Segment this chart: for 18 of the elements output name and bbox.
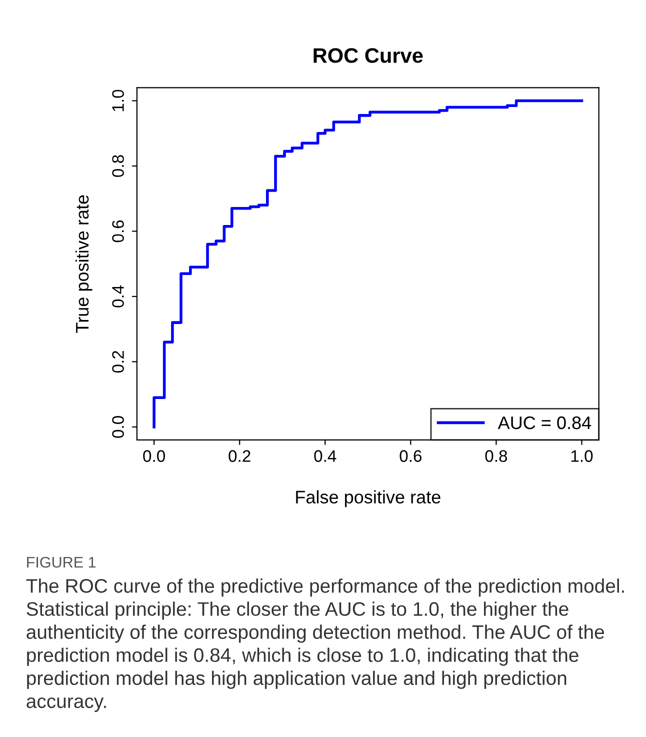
y-tick-label: 1.0 [112, 90, 124, 112]
chart-title: ROC Curve [314, 48, 423, 63]
x-tick-label: 0.2 [228, 450, 250, 462]
x-tick-label: 0.0 [143, 450, 165, 462]
y-axis-title: True positive rate [75, 195, 92, 333]
x-tick-label: 0.8 [485, 450, 508, 462]
x-tick-label: 0.4 [314, 450, 336, 462]
y-tick-label: 0.2 [112, 350, 124, 373]
x-axis-title: False positive rate [296, 490, 440, 508]
y-tick-label: 0.4 [112, 285, 124, 308]
legend-label: AUC = 0.84 [498, 416, 592, 430]
y-tick-label: 0.8 [112, 155, 124, 177]
y-tick-label: 0.6 [112, 220, 124, 242]
y-tick-label: 0.0 [112, 416, 124, 438]
caption: FIGURE 1 [27, 556, 96, 568]
x-tick-label: 0.6 [400, 450, 422, 462]
x-tick-label: 1.0 [571, 450, 593, 462]
text: The ROC curve of the predictive performance of the prediction model. Statistical principle: The closer the AUC is to 1.0, the higher the authenticity of the corresponding detection method. The AUC of the prediction model is 0.84, which is close to 1.0, indicating that the prediction model has high application value and high prediction accuracy. [26, 578, 624, 712]
